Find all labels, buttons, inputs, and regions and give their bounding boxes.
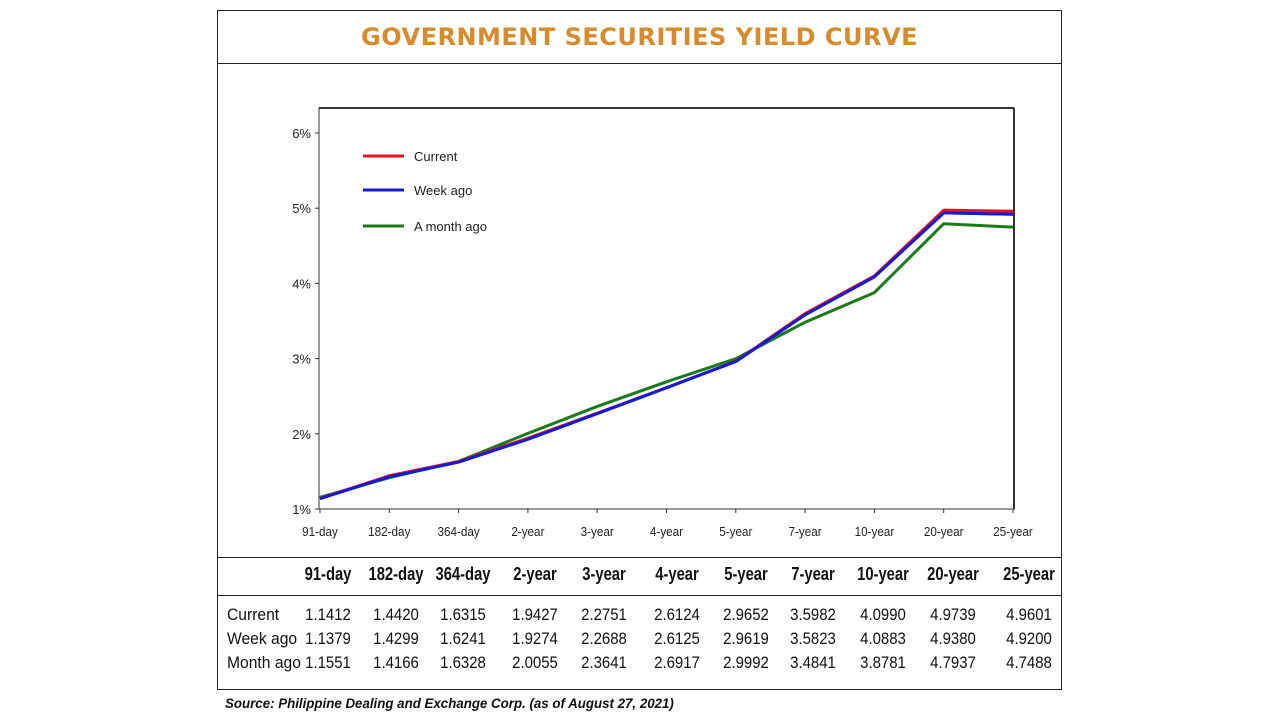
chart-title: GOVERNMENT SECURITIES YIELD CURVE — [361, 23, 918, 51]
table-cell: 2.9652 — [723, 605, 769, 624]
table-cell: 4.0883 — [860, 629, 906, 648]
table-cell: 4.0990 — [860, 605, 906, 624]
table-cell: 1.1551 — [305, 653, 351, 672]
table-header-cell: 25-year — [1003, 564, 1055, 584]
table-cell: 4.7488 — [1006, 653, 1052, 672]
table-cell: 2.2751 — [581, 605, 627, 624]
table-header-cell: 91-day — [304, 564, 352, 584]
y-tick-label: 1% — [292, 502, 311, 517]
table-header-cell: 5-year — [724, 564, 768, 584]
y-tick-label: 3% — [292, 352, 311, 367]
chart-title-bar: GOVERNMENT SECURITIES YIELD CURVE — [218, 11, 1061, 64]
x-tick-label: 5-year — [719, 524, 752, 539]
source-note: Source: Philippine Dealing and Exchange … — [225, 695, 674, 711]
y-tick-label: 4% — [292, 276, 311, 291]
table-cell: 4.7937 — [930, 653, 976, 672]
table-cell: 4.9739 — [930, 605, 976, 624]
x-tick-label: 4-year — [650, 524, 683, 539]
table-cell: 4.9601 — [1006, 605, 1052, 624]
table-cell: 2.2688 — [581, 629, 627, 648]
table-row-label: Month ago — [227, 653, 301, 672]
table-header-cell: 4-year — [655, 564, 699, 584]
table-cell: 4.9200 — [1006, 629, 1052, 648]
y-tick-label: 6% — [292, 126, 311, 141]
yield-table: 91-day 182-day 364-day 2-year 3-year 4-year 5-… — [218, 11, 1061, 689]
table-cell: 2.0055 — [512, 653, 558, 672]
table-cell: 1.9274 — [512, 629, 558, 648]
x-tick-label: 3-year — [581, 524, 614, 539]
legend-label: A month ago — [414, 219, 487, 234]
table-cell: 1.4299 — [373, 629, 419, 648]
table-cell: 3.5823 — [790, 629, 836, 648]
table-cell: 1.1379 — [305, 629, 351, 648]
x-tick-label: 7-year — [789, 524, 822, 539]
table-cell: 1.9427 — [512, 605, 558, 624]
x-tick-label: 91-day — [302, 524, 339, 539]
table-cell: 3.5982 — [790, 605, 836, 624]
table-header-cell: 3-year — [582, 564, 626, 584]
table-cell: 3.8781 — [860, 653, 906, 672]
table-header-cell: 7-year — [791, 564, 835, 584]
x-tick-label: 2-year — [511, 524, 544, 539]
table-cell: 2.3641 — [581, 653, 627, 672]
table-cell: 2.9992 — [723, 653, 769, 672]
legend-label: Current — [414, 149, 458, 164]
x-tick-label: 182-day — [368, 524, 411, 539]
legend-label: Week ago — [414, 183, 472, 198]
x-tick-label: 364-day — [437, 524, 480, 539]
table-row-label: Week ago — [227, 629, 298, 648]
table-cell: 1.1412 — [305, 605, 351, 624]
table-header-cell: 20-year — [927, 564, 979, 584]
series-line-week-ago-overlay — [319, 211, 1014, 501]
table-cell: 1.6315 — [440, 605, 486, 624]
table-cell: 4.9380 — [930, 629, 976, 648]
table-header-divider — [218, 595, 1061, 596]
table-header-cell: 2-year — [513, 564, 557, 584]
table-cell: 3.4841 — [790, 653, 836, 672]
table-cell: 2.6917 — [654, 653, 700, 672]
yield-curve-chart: 1% 2% 3% 4% 5% 6% 91-day 182-day 364-day 2-year 3-… — [292, 107, 1033, 539]
table-header-cell: 364-day — [435, 564, 491, 584]
table-cell: 1.4420 — [373, 605, 419, 624]
x-tick-label: 25-year — [993, 524, 1033, 539]
table-cell: 2.6125 — [654, 629, 700, 648]
x-tick-label: 10-year — [855, 524, 895, 539]
table-cell: 2.6124 — [654, 605, 700, 624]
table-cell: 2.9619 — [723, 629, 769, 648]
table-cell: 1.4166 — [373, 653, 419, 672]
y-tick-label: 2% — [292, 427, 311, 442]
x-tick-label: 20-year — [924, 524, 964, 539]
table-cell: 1.6328 — [440, 653, 486, 672]
y-tick-label: 5% — [292, 201, 311, 216]
table-row-label: Current — [227, 605, 280, 624]
table-header-cell: 10-year — [857, 564, 909, 584]
table-top-divider — [218, 557, 1061, 558]
table-header-cell: 182-day — [368, 564, 424, 584]
table-cell: 1.6241 — [440, 629, 486, 648]
chart-frame: GOVERNMENT SECURITIES YIELD CURVE 1% 2% 3%… — [217, 10, 1062, 690]
